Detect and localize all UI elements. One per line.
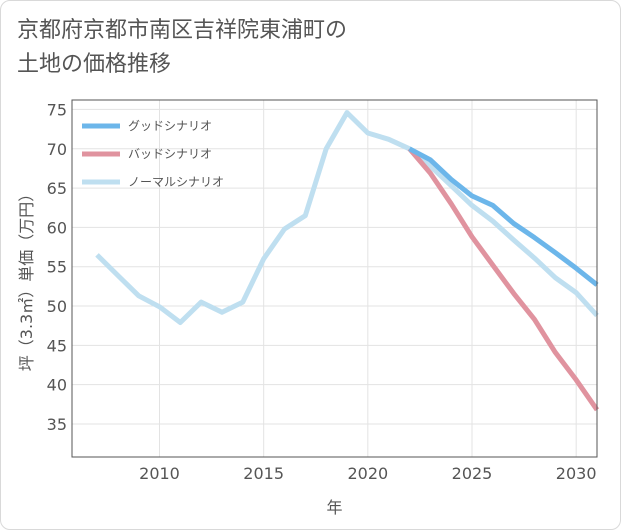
x-tick-label: 2025 [452, 464, 493, 483]
y-tick-label: 75 [47, 100, 67, 119]
chart-title-line-2: 土地の価格推移 [17, 52, 172, 77]
y-tick-label: 60 [47, 218, 67, 237]
x-tick-label: 2010 [139, 464, 180, 483]
y-axis-ticks: 35 40 45 50 55 60 65 70 75 [47, 100, 67, 434]
x-tick-label: 2030 [556, 464, 597, 483]
plot-border [71, 99, 598, 458]
y-tick-label: 50 [47, 297, 67, 316]
y-tick-label: 65 [47, 179, 67, 198]
y-axis-title: 坪（3.3㎡）単価（万円） [17, 186, 36, 371]
y-tick-label: 55 [47, 258, 67, 277]
y-tick-label: 45 [47, 336, 67, 355]
y-tick-label: 40 [47, 376, 67, 395]
series-line-2[interactable] [95, 110, 599, 325]
legend-item-1[interactable]: バッドシナリオ [82, 147, 212, 161]
series-line-1[interactable] [407, 147, 600, 412]
x-axis-ticks: 2010 2015 2020 2025 2030 [139, 464, 596, 483]
grid [72, 100, 597, 457]
series-layer [95, 110, 600, 412]
chart-title: 京都府京都市南区吉祥院東浦町の 土地の価格推移 [17, 14, 347, 82]
legend-item-2[interactable]: ノーマルシナリオ [82, 175, 224, 189]
legend-item-0[interactable]: グッドシナリオ [82, 119, 212, 133]
legend-label: バッドシナリオ [128, 147, 212, 161]
y-tick-label: 35 [47, 415, 67, 434]
x-tick-label: 2020 [347, 464, 388, 483]
chart-title-line-1: 京都府京都市南区吉祥院東浦町の [17, 18, 348, 43]
x-axis-title: 年 [326, 498, 342, 517]
legend-label: グッドシナリオ [128, 119, 212, 133]
series-line-0[interactable] [408, 146, 599, 287]
y-tick-label: 70 [47, 140, 67, 159]
x-tick-label: 2015 [243, 464, 284, 483]
legend-label: ノーマルシナリオ [128, 175, 224, 189]
